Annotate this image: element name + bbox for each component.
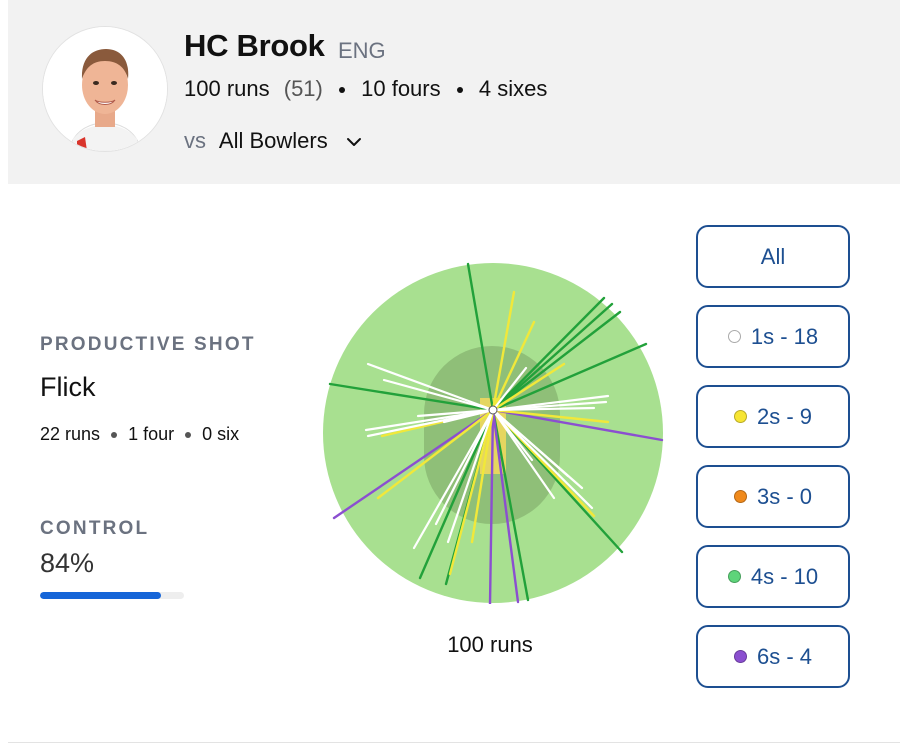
filter-button-1s[interactable]: 1s - 18 (696, 305, 850, 368)
shot-line-6s (491, 408, 520, 604)
shot-line-1s (416, 408, 495, 418)
filter-label: 6s - 4 (756, 643, 813, 669)
bottom-divider (8, 742, 900, 743)
shot-line-4s (491, 342, 648, 412)
shot-line-1s (382, 378, 495, 412)
separator-dot (339, 87, 345, 94)
filter-button-3s[interactable]: 3s - 0 (696, 465, 850, 528)
opponent-prefix: vs (184, 128, 206, 153)
shot-line-6s (332, 408, 495, 520)
productive-shot-label: PRODUCTIVE SHOT (40, 334, 256, 355)
separator-dot (456, 87, 463, 94)
shot-runs: 22 runs (40, 424, 101, 444)
productive-shot-stats: 22 runs 1 four 0 six (40, 424, 239, 445)
legend-dot-icon (727, 330, 741, 343)
separator-dot (185, 432, 192, 439)
filter-button-4s[interactable]: 4s - 10 (696, 545, 850, 608)
shot-line-1s (412, 408, 495, 550)
control-progress-bar (40, 592, 184, 599)
legend-dot-icon (727, 570, 741, 583)
shot-line-2s (491, 320, 536, 412)
control-value: 84% (40, 548, 95, 578)
legend-dot-icon (733, 650, 747, 663)
shot-line-1s (366, 362, 495, 412)
player-country: ENG (338, 38, 386, 63)
filter-label: 4s - 10 (750, 563, 819, 589)
shot-line-1s (491, 406, 596, 412)
player-balls: (51) (283, 76, 323, 101)
shot-line-1s (434, 408, 495, 526)
shot-line-4s (491, 310, 622, 412)
shot-line-4s (491, 296, 606, 412)
shot-line-6s (491, 408, 664, 442)
batter-position (488, 405, 498, 415)
control-progress-fill (40, 592, 161, 599)
shot-line-2s (470, 408, 495, 544)
shot-line-2s (376, 408, 495, 500)
shot-line-1s (491, 408, 534, 462)
filter-button-2s[interactable]: 2s - 9 (696, 385, 850, 448)
shot-sixes: 0 six (202, 424, 240, 444)
shot-line-2s (448, 408, 495, 576)
player-sixes: 4 sixes (478, 76, 548, 101)
player-photo (43, 27, 167, 151)
control-label: CONTROL (40, 518, 150, 539)
filter-button-all[interactable]: All (696, 225, 850, 288)
player-fours: 10 fours (361, 76, 441, 101)
shot-line-4s (418, 408, 495, 580)
opponent-selected: All Bowlers (218, 128, 328, 153)
shot-line-4s (466, 262, 495, 412)
shot-line-1s (491, 408, 584, 490)
shot-line-4s (328, 382, 495, 412)
player-stats: 100 runs (51) 10 fours 4 sixes (184, 76, 547, 102)
player-avatar (42, 26, 168, 152)
shot-line-1s (491, 366, 528, 412)
shot-fours: 1 four (128, 424, 175, 444)
productive-shot-name: Flick (40, 372, 96, 402)
filter-label: All (760, 243, 786, 269)
shot-line-2s (491, 290, 516, 412)
shot-line-4s (491, 408, 530, 602)
shot-line-1s (442, 408, 495, 424)
chevron-down-icon (346, 138, 361, 147)
shot-line-1s (446, 408, 495, 544)
filter-button-6s[interactable]: 6s - 4 (696, 625, 850, 688)
separator-dot (111, 432, 118, 439)
wagon-wheel (323, 262, 664, 604)
shot-line-1s (491, 408, 594, 510)
shot-line-6s (488, 408, 495, 604)
shot-line-2s (491, 362, 566, 412)
shot-line-2s (491, 408, 610, 424)
opponent-dropdown[interactable]: vs All Bowlers (184, 128, 362, 154)
player-runs: 100 runs (184, 76, 270, 101)
legend-dot-icon (733, 410, 747, 423)
legend-dot-icon (733, 490, 747, 503)
shot-line-4s (491, 302, 614, 412)
total-runs: 100 runs (447, 632, 533, 657)
filter-label: 1s - 18 (750, 323, 819, 349)
player-name: HC Brook (184, 28, 325, 63)
filter-label: 3s - 0 (756, 483, 813, 509)
filter-label: 2s - 9 (756, 403, 813, 429)
shot-line-1s (364, 408, 495, 432)
